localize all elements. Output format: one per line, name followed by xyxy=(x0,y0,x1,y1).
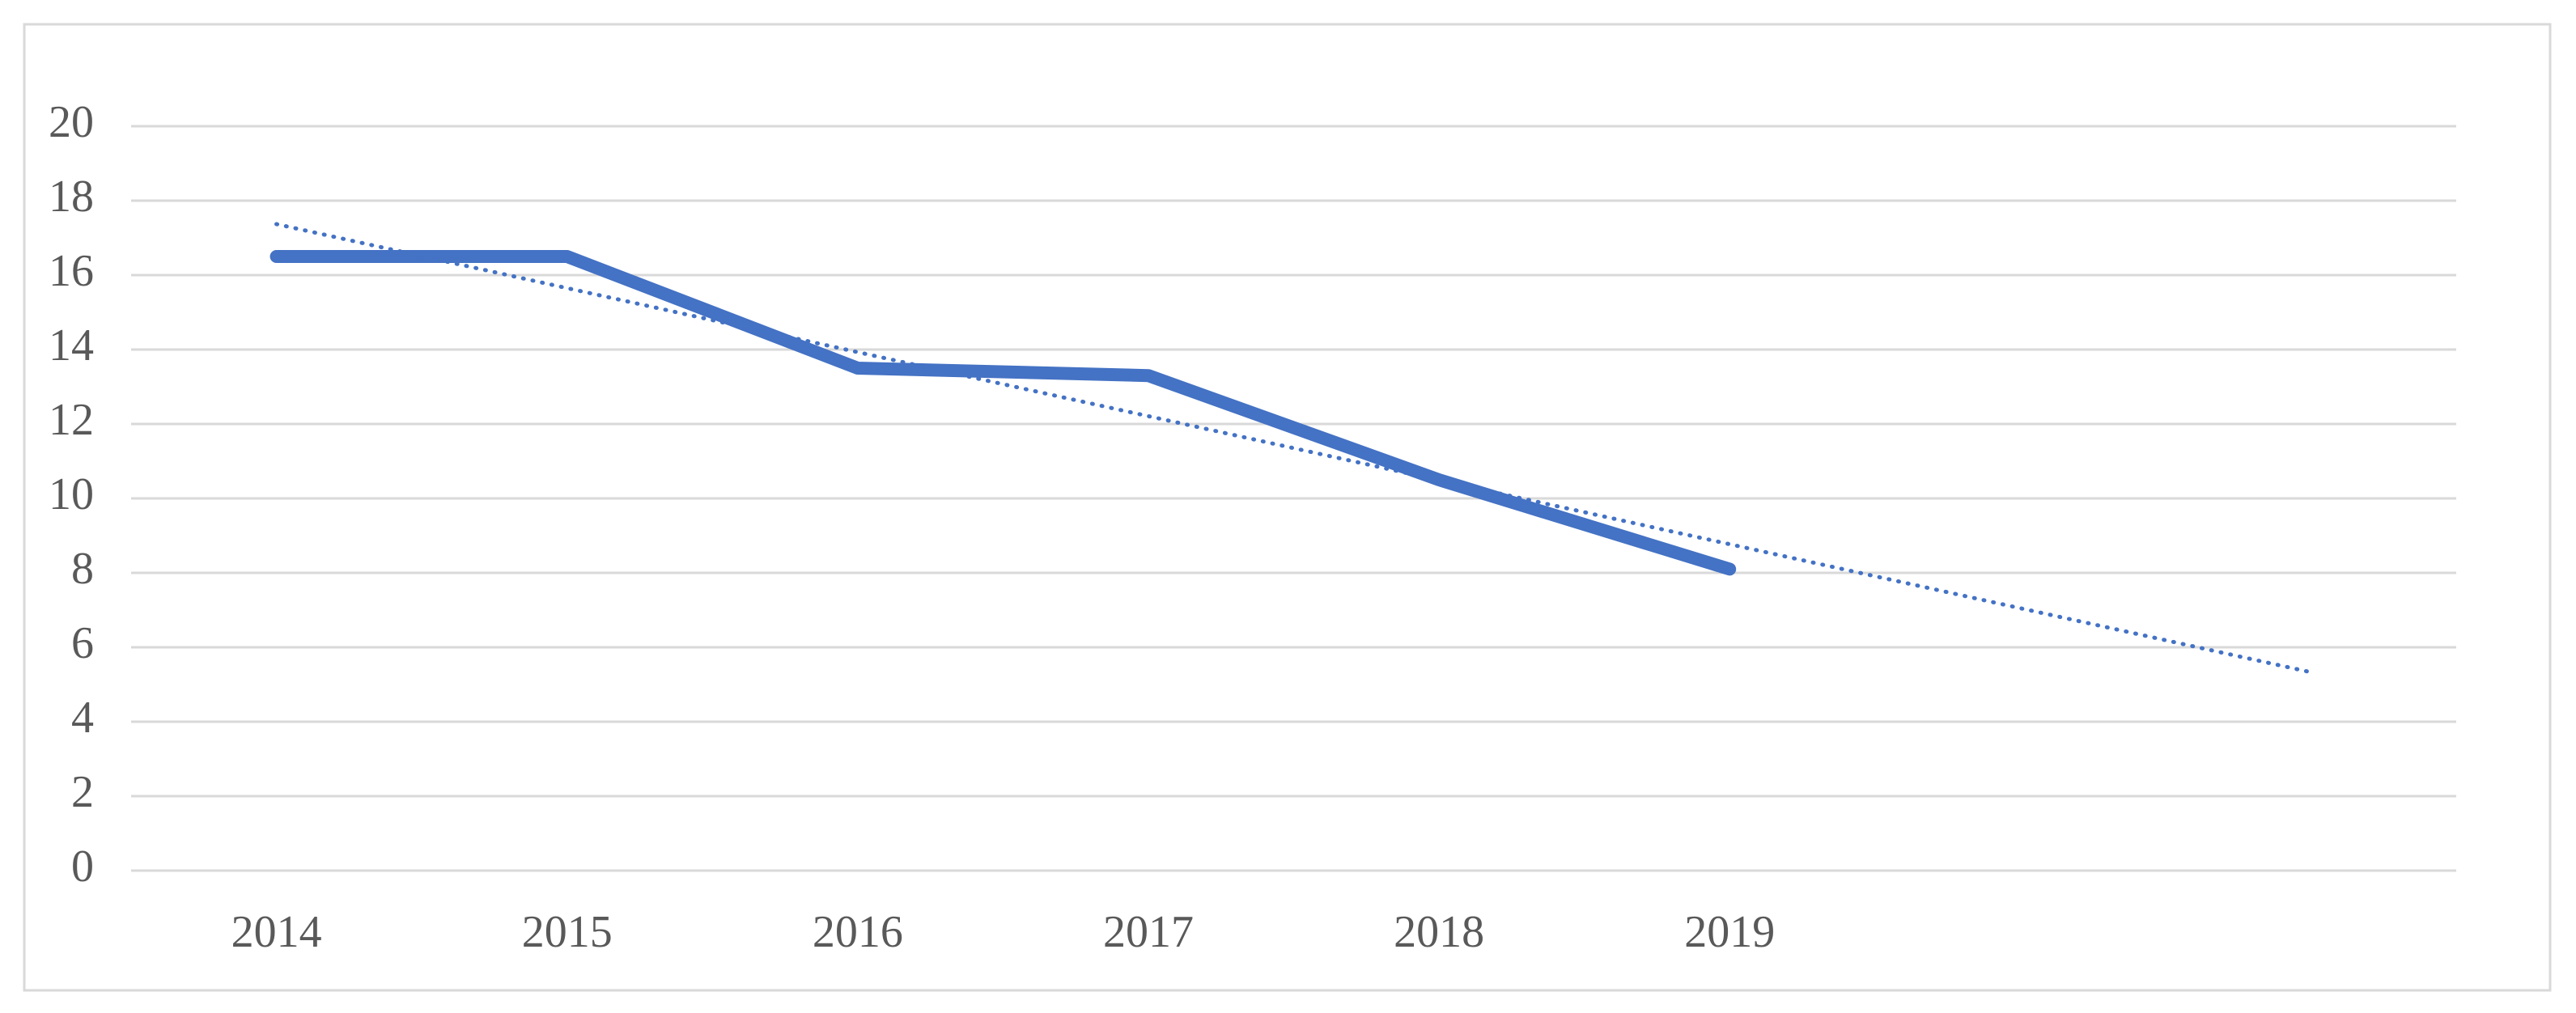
chart-border xyxy=(23,23,2552,992)
trend-line xyxy=(274,222,2313,675)
y-tick-label: 6 xyxy=(71,618,94,668)
x-tick-label: 2017 xyxy=(1103,907,1194,957)
y-tick-label: 12 xyxy=(49,395,94,445)
y-tick-label: 20 xyxy=(49,97,94,147)
y-tick-label: 10 xyxy=(49,469,94,519)
data-line xyxy=(269,250,1737,576)
x-tick-label: 2015 xyxy=(522,907,613,957)
x-tick-label: 2014 xyxy=(231,907,322,957)
y-tick-label: 8 xyxy=(71,544,94,594)
x-tick-label: 2018 xyxy=(1394,907,1484,957)
y-tick-label: 18 xyxy=(49,172,94,222)
x-tick-label: 2019 xyxy=(1684,907,1775,957)
y-tick-label: 16 xyxy=(49,246,94,296)
y-tick-label: 4 xyxy=(71,693,94,743)
y-tick-label: 14 xyxy=(49,320,94,371)
y-tick-label: 2 xyxy=(71,767,94,817)
x-tick-label: 2016 xyxy=(813,907,903,957)
y-tick-label: 0 xyxy=(71,841,94,892)
